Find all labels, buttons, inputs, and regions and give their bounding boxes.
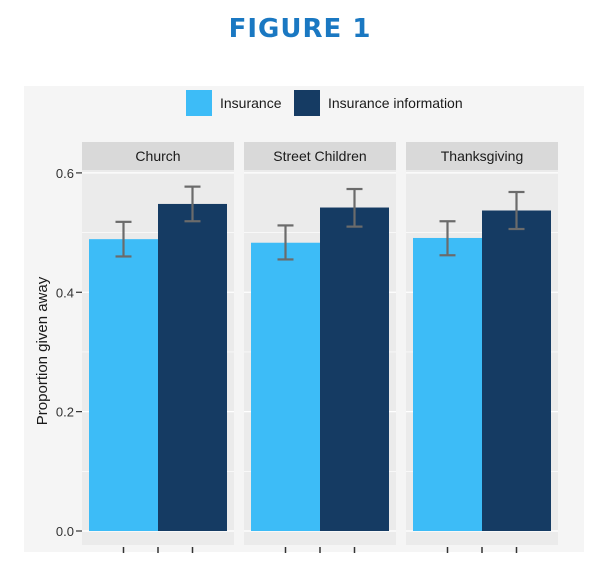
facet-strip	[82, 142, 234, 170]
bar-insurance	[251, 242, 320, 531]
facet-strip-label: Church	[135, 148, 180, 164]
figure-title: FIGURE 1	[228, 14, 372, 44]
bar-insurance	[413, 237, 482, 531]
legend-swatch-insurance-information	[294, 90, 320, 116]
facet-strip-label: Thanksgiving	[441, 148, 524, 164]
y-axis-label: Proportion given away	[34, 276, 51, 425]
error-bar	[115, 220, 132, 258]
legend-label-insurance-information: Insurance information	[328, 95, 463, 111]
facet-panel-thanksgiving: Thanksgiving	[406, 142, 558, 553]
facet-panel-church: Church	[82, 142, 234, 553]
facet-strip	[244, 142, 396, 170]
bar-insurance-information	[158, 203, 227, 531]
facet-panel-street-children: Street Children	[244, 142, 396, 553]
error-bar	[184, 185, 201, 223]
facet-panels: Church Street Children Thanksgiving	[82, 142, 558, 553]
error-bar	[439, 220, 456, 257]
legend-label-insurance: Insurance	[220, 95, 282, 111]
bar-insurance-information	[320, 207, 389, 531]
error-bar	[277, 224, 294, 261]
y-tick-label: 0.4	[56, 285, 74, 300]
y-tick-label: 0.0	[56, 524, 74, 539]
error-bar	[346, 187, 363, 228]
error-bar	[508, 190, 525, 231]
bar-insurance	[89, 239, 158, 531]
y-tick-label: 0.6	[56, 166, 74, 181]
facet-strip-label: Street Children	[273, 148, 366, 164]
legend: Insurance Insurance information	[186, 90, 463, 116]
facet-strip	[406, 142, 558, 170]
bar-insurance-information	[482, 210, 551, 531]
y-axis: 0.0 0.2 0.4 0.6	[56, 166, 82, 539]
legend-swatch-insurance	[186, 90, 212, 116]
y-tick-label: 0.2	[56, 405, 74, 420]
